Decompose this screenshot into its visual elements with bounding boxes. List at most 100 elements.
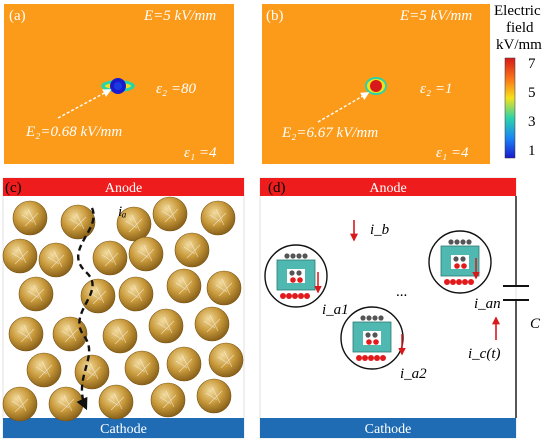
positive-charge xyxy=(456,279,462,285)
nanoparticle xyxy=(52,316,88,352)
negative-charge xyxy=(296,253,302,259)
nanoparticle xyxy=(166,346,202,382)
nanoparticle-texture xyxy=(161,204,179,223)
panel-c: Anode Cathode (c) iₐ xyxy=(2,177,245,439)
positive-charge xyxy=(374,355,380,361)
nanoparticle xyxy=(194,306,230,342)
nanoparticle-texture xyxy=(89,286,107,305)
nanoparticle-texture xyxy=(209,208,227,227)
nanoparticle xyxy=(128,236,164,272)
nanoparticle xyxy=(208,342,244,378)
panel-d-ian-label: i_an xyxy=(474,296,501,312)
nanoparticle xyxy=(92,240,128,276)
positive-charge xyxy=(454,263,460,269)
nanoparticle xyxy=(26,352,62,388)
colorbar-title-line2: field xyxy=(506,20,534,36)
cell-shell xyxy=(276,259,316,291)
nanoparticle-texture xyxy=(61,324,79,343)
positive-charge xyxy=(380,355,386,361)
nanoparticle xyxy=(18,276,54,312)
nanoparticle xyxy=(98,384,134,420)
panel-d-ic-label: i_c(t) xyxy=(468,346,500,362)
colorbar-title-line1: Electric xyxy=(494,3,541,19)
nanoparticle-texture xyxy=(127,284,145,303)
nanoparticle xyxy=(80,278,116,314)
panel-c-anode-label: Anode xyxy=(105,181,142,196)
panel-b-tag: (b) xyxy=(266,8,284,24)
negative-charge xyxy=(372,332,378,338)
nanoparticle xyxy=(124,350,160,386)
positive-charge xyxy=(462,279,468,285)
positive-charge xyxy=(366,339,372,345)
colorbar-tick-1: 1 xyxy=(528,143,536,159)
nanoparticle-texture xyxy=(205,386,223,405)
nanoparticle-texture xyxy=(175,354,193,373)
nanoparticle-texture xyxy=(17,324,35,343)
positive-charge xyxy=(450,279,456,285)
nanoparticle-texture xyxy=(159,390,177,409)
panel-a-e2: E₂=0.68 kV/mm xyxy=(25,124,122,140)
nanoparticle xyxy=(150,382,186,418)
nanoparticle xyxy=(196,378,232,414)
panel-d-anode-bar xyxy=(260,178,516,196)
nanoparticle-texture xyxy=(183,240,201,259)
nanoparticle-texture xyxy=(11,394,29,413)
negative-charge xyxy=(378,315,384,321)
panel-d-frame xyxy=(259,177,517,439)
nanoparticle-texture xyxy=(11,246,29,265)
nanoparticle xyxy=(148,308,184,344)
panel-c-tag: (c) xyxy=(5,180,22,196)
nanoparticle-texture xyxy=(101,248,119,267)
positive-charge xyxy=(297,277,303,283)
colorbar-tick-7: 7 xyxy=(528,56,536,72)
panel-b-e2: E₂=6.67 kV/mm xyxy=(281,125,378,141)
nanoparticle-texture xyxy=(137,244,155,263)
nanoparticle-texture xyxy=(27,284,45,303)
panel-b-eps2: ε₂ =1 xyxy=(420,81,453,97)
nanoparticle xyxy=(8,316,44,352)
panel-c-anode-bar xyxy=(3,178,244,196)
panel-d-ia2-label: i_a2 xyxy=(400,366,427,382)
negative-charge xyxy=(365,332,371,338)
nanoparticle-texture xyxy=(21,208,39,227)
positive-charge xyxy=(356,355,362,361)
nanoparticle xyxy=(2,386,38,422)
colorbar-tick-5: 5 xyxy=(528,85,536,101)
negative-charge xyxy=(360,315,366,321)
nanoparticle-texture xyxy=(175,276,193,295)
negative-charge xyxy=(284,253,290,259)
panel-b: (b) E=5 kV/mm ε₂ =1 E₂=6.67 kV/mm ε₁ =4 xyxy=(262,4,490,164)
panel-a-eps1: ε₁ =4 xyxy=(184,145,217,161)
nanoparticle-texture xyxy=(35,360,53,379)
nanoparticle xyxy=(166,268,202,304)
panel-a: (a) E=5 kV/mm ε₂ =80 E₂=0.68 kV/mm ε₁ =4 xyxy=(4,4,234,164)
nanoparticle-texture xyxy=(133,358,151,377)
positive-charge xyxy=(461,263,467,269)
negative-charge xyxy=(296,270,302,276)
colorbar: Electric field kV/mm 7 5 3 1 xyxy=(494,3,542,159)
nanoparticle xyxy=(102,318,138,354)
colorbar-gradient xyxy=(504,57,516,159)
nanoparticle-texture xyxy=(125,214,143,233)
nanoparticle-texture xyxy=(203,314,221,333)
panel-a-inclusion xyxy=(101,78,135,94)
negative-charge xyxy=(372,315,378,321)
colorbar-tick-3: 3 xyxy=(528,114,536,130)
nanoparticle-texture xyxy=(157,316,175,335)
panel-b-eps1: ε₁ =4 xyxy=(436,145,469,161)
positive-charge xyxy=(298,293,304,299)
panel-c-cathode-bar xyxy=(3,418,244,438)
panel-c-nanoparticles xyxy=(2,196,244,422)
positive-charge xyxy=(304,293,310,299)
negative-charge xyxy=(289,270,295,276)
nanoparticle xyxy=(206,270,242,306)
nanoparticle xyxy=(48,386,84,422)
nanoparticle-texture xyxy=(107,392,125,411)
positive-charge xyxy=(373,339,379,345)
nanoparticle xyxy=(118,276,154,312)
panel-b-applied-field: E=5 kV/mm xyxy=(399,8,472,24)
nanoparticle xyxy=(116,206,152,242)
panel-b-inclusion xyxy=(365,77,387,95)
panel-c-current-path xyxy=(76,207,95,411)
